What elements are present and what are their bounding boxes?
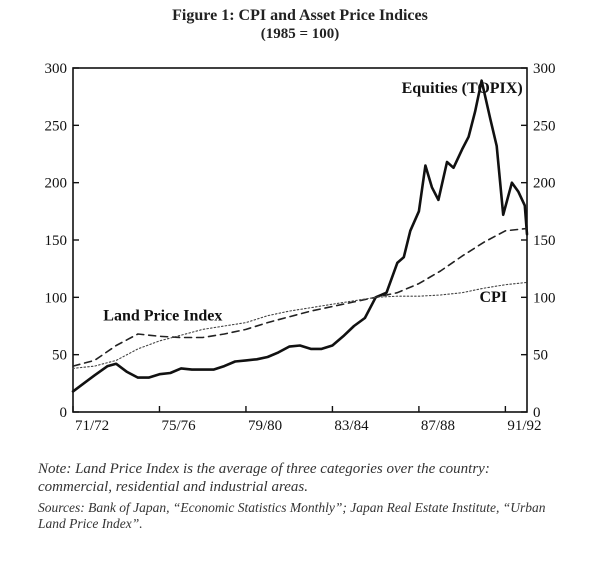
svg-text:91/92: 91/92 xyxy=(507,418,541,434)
svg-text:250: 250 xyxy=(45,118,68,134)
svg-text:83/84: 83/84 xyxy=(334,418,369,434)
svg-text:71/72: 71/72 xyxy=(75,418,109,434)
svg-text:100: 100 xyxy=(45,290,68,306)
svg-text:79/80: 79/80 xyxy=(248,418,282,434)
chart-area: 00505010010015015020020025025030030071/7… xyxy=(35,60,565,440)
figure-title: Figure 1: CPI and Asset Price Indices xyxy=(0,6,600,25)
series-label-cpi: CPI xyxy=(479,289,507,306)
svg-text:300: 300 xyxy=(45,61,68,77)
svg-text:50: 50 xyxy=(52,348,67,364)
svg-text:200: 200 xyxy=(45,176,68,192)
title-block: Figure 1: CPI and Asset Price Indices (1… xyxy=(0,6,600,43)
figure-subtitle: (1985 = 100) xyxy=(0,25,600,43)
svg-text:200: 200 xyxy=(533,176,556,192)
svg-text:250: 250 xyxy=(533,118,556,134)
svg-text:300: 300 xyxy=(533,61,556,77)
svg-text:87/88: 87/88 xyxy=(421,418,455,434)
series-cpi xyxy=(73,282,527,368)
svg-text:0: 0 xyxy=(60,405,68,421)
figure-page: Figure 1: CPI and Asset Price Indices (1… xyxy=(0,0,600,575)
svg-text:75/76: 75/76 xyxy=(161,418,196,434)
series-label-land-price-index: Land Price Index xyxy=(103,307,222,324)
svg-text:150: 150 xyxy=(45,233,68,249)
figure-sources: Sources: Bank of Japan, “Economic Statis… xyxy=(38,500,562,533)
series-equities-topix- xyxy=(73,81,527,392)
svg-text:100: 100 xyxy=(533,290,556,306)
svg-text:150: 150 xyxy=(533,233,556,249)
line-chart: 00505010010015015020020025025030030071/7… xyxy=(35,60,565,440)
svg-text:50: 50 xyxy=(533,348,548,364)
figure-note: Note: Land Price Index is the average of… xyxy=(38,460,562,497)
series-label-equities-topix-: Equities (TOPIX) xyxy=(402,80,523,97)
